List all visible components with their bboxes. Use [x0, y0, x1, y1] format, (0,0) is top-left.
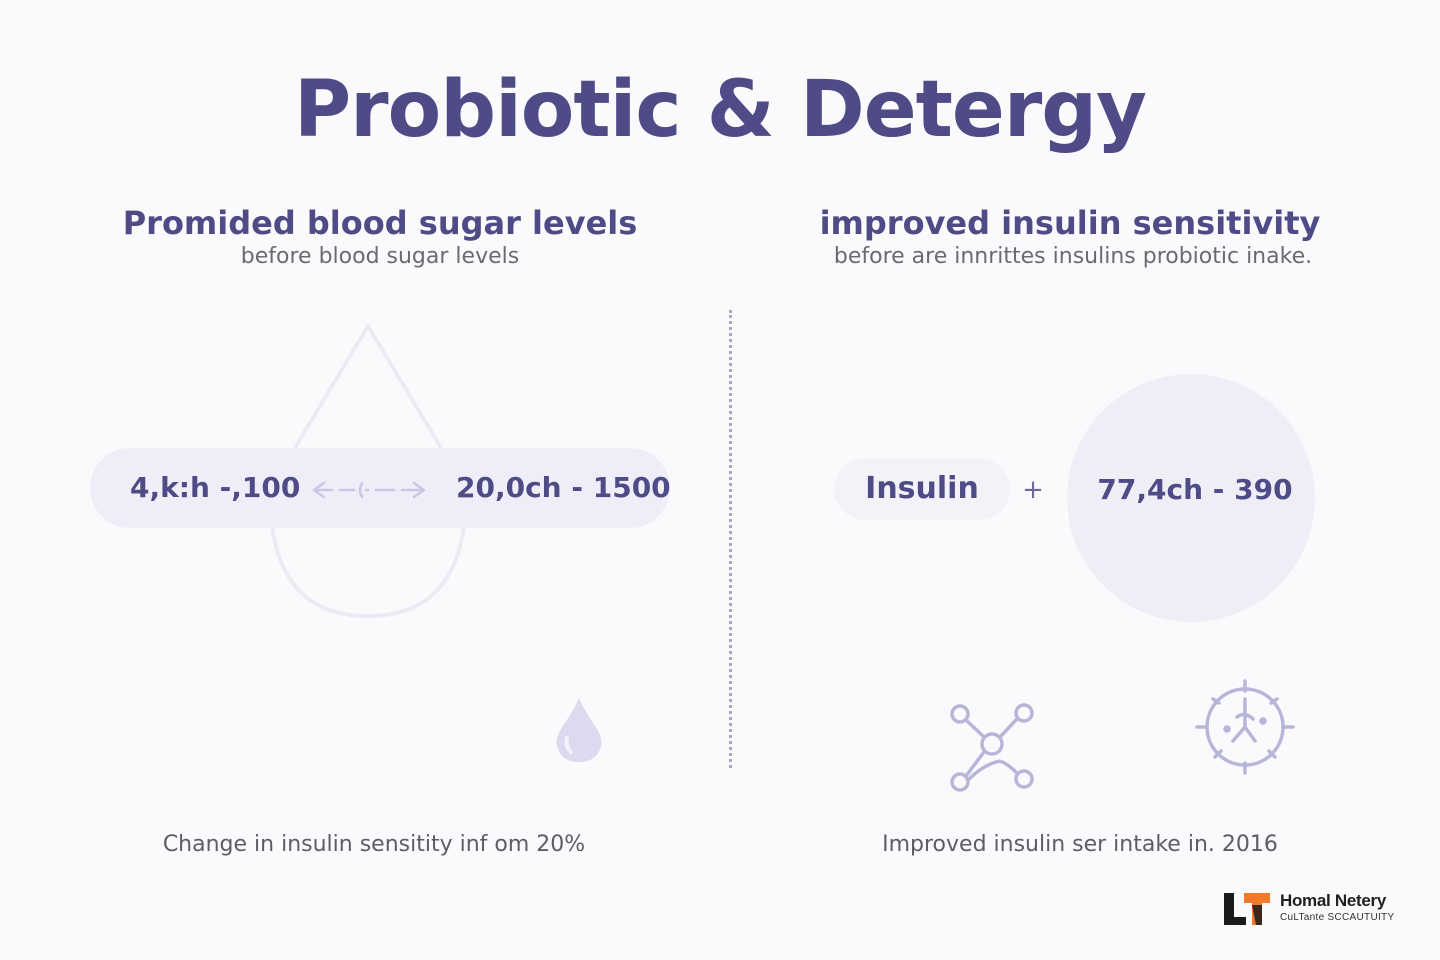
blood-sugar-range-pill [90, 448, 670, 528]
plus-sign: + [1022, 475, 1044, 505]
right-caption: Improved insulin ser intake in. 2016 [882, 832, 1278, 857]
brand-name: Homal Netery [1280, 891, 1386, 910]
blood-drop-icon [556, 698, 602, 762]
left-heading: Promided blood sugar levels [122, 204, 638, 242]
page-title: Probiotic & Detergy [294, 65, 1147, 155]
network-icon [950, 703, 1034, 792]
range-end-value: 20,0ch - 1500 [456, 471, 671, 504]
right-heading: improved insulin sensitivity [819, 204, 1321, 242]
right-subheading: before are innrittes insulins probiotic … [833, 244, 1313, 269]
value-circle [1067, 374, 1315, 622]
double-arrow-icon [312, 481, 426, 499]
brand-logo-icon [1224, 893, 1270, 925]
brand-tagline: CuLTante SCCAUTUITY [1280, 912, 1395, 923]
clock-icon [1195, 679, 1295, 775]
range-start-value: 4,k:h -,100 [130, 471, 301, 504]
insulin-label: Insulin [865, 471, 979, 506]
left-subheading: before blood sugar levels [240, 244, 520, 269]
left-caption: Change in insulin sensitity inf om 20% [162, 832, 586, 857]
insulin-pill [834, 458, 1010, 520]
circle-value: 77,4ch - 390 [1097, 473, 1293, 506]
panel-divider [729, 310, 732, 768]
